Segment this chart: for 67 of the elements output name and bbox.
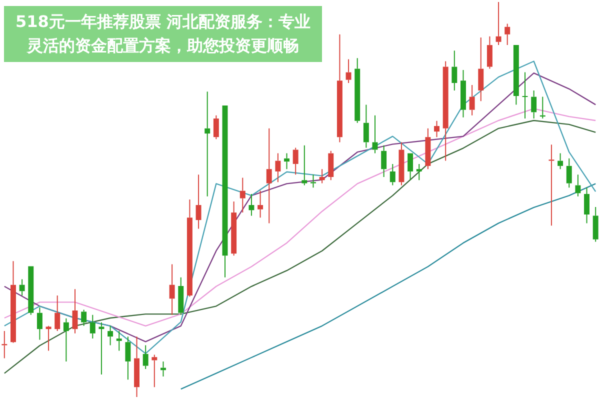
candlestick — [178, 276, 184, 316]
candlestick — [81, 309, 87, 326]
candlestick — [275, 152, 281, 183]
candlestick — [186, 199, 192, 298]
candlestick — [28, 266, 34, 316]
candlestick — [248, 193, 254, 216]
candlestick — [460, 69, 466, 118]
candlestick — [2, 330, 8, 359]
candlestick — [354, 58, 360, 124]
candlestick — [116, 330, 122, 352]
candlestick — [566, 158, 572, 188]
candlestick — [240, 177, 246, 214]
candlestick — [310, 174, 316, 188]
candlestick — [372, 114, 378, 154]
candlestick — [134, 336, 140, 398]
candlestick — [258, 190, 264, 218]
candlestick — [416, 163, 422, 181]
candlestick — [442, 60, 448, 162]
candlestick — [142, 344, 148, 370]
candlestick — [72, 288, 78, 334]
candlestick — [496, 2, 502, 46]
candlestick — [36, 306, 42, 340]
candlestick — [90, 314, 96, 340]
candlestick — [108, 325, 114, 346]
candlestick — [346, 58, 352, 84]
candlestick — [292, 147, 298, 176]
candlestick — [231, 200, 237, 256]
candlestick — [513, 45, 519, 106]
candlestick — [381, 144, 387, 178]
candlestick — [196, 174, 202, 230]
candlestick — [284, 152, 290, 170]
candlestick — [10, 260, 16, 344]
candlestick — [558, 152, 564, 170]
candlestick — [575, 174, 581, 197]
candlestick — [169, 264, 175, 316]
candlestick — [398, 142, 404, 186]
candlestick — [63, 318, 69, 362]
candlestick — [548, 144, 554, 226]
candlestick — [452, 50, 458, 91]
candlestick — [46, 325, 52, 352]
candlestick — [592, 206, 598, 242]
candlestick — [425, 128, 431, 170]
candlestick — [54, 294, 60, 332]
candlestick — [19, 278, 25, 296]
candlestick — [213, 114, 219, 140]
candlestick — [469, 84, 475, 116]
candlestick — [531, 90, 537, 120]
candlestick — [390, 163, 396, 186]
candlestick — [478, 37, 484, 102]
candlestick — [319, 168, 325, 184]
candlestick — [152, 354, 158, 388]
candlestick — [204, 91, 210, 197]
candlestick — [98, 322, 104, 375]
candlestick — [522, 72, 528, 120]
title-banner: 518元一年推荐股票 河北配资服务：专业灵活的资金配置方案，助您投资更顺畅 — [4, 6, 322, 62]
candlestick — [125, 336, 131, 380]
candlestick — [434, 120, 440, 138]
candlestick — [336, 34, 342, 143]
candlestick — [408, 153, 414, 181]
candlestick — [486, 36, 492, 70]
candlestick — [504, 23, 510, 46]
candlestick — [584, 187, 590, 224]
candlestick — [266, 128, 272, 224]
candlestick — [363, 104, 369, 148]
candlestick — [302, 144, 308, 186]
candlestick — [222, 105, 228, 278]
candlestick — [328, 150, 334, 181]
